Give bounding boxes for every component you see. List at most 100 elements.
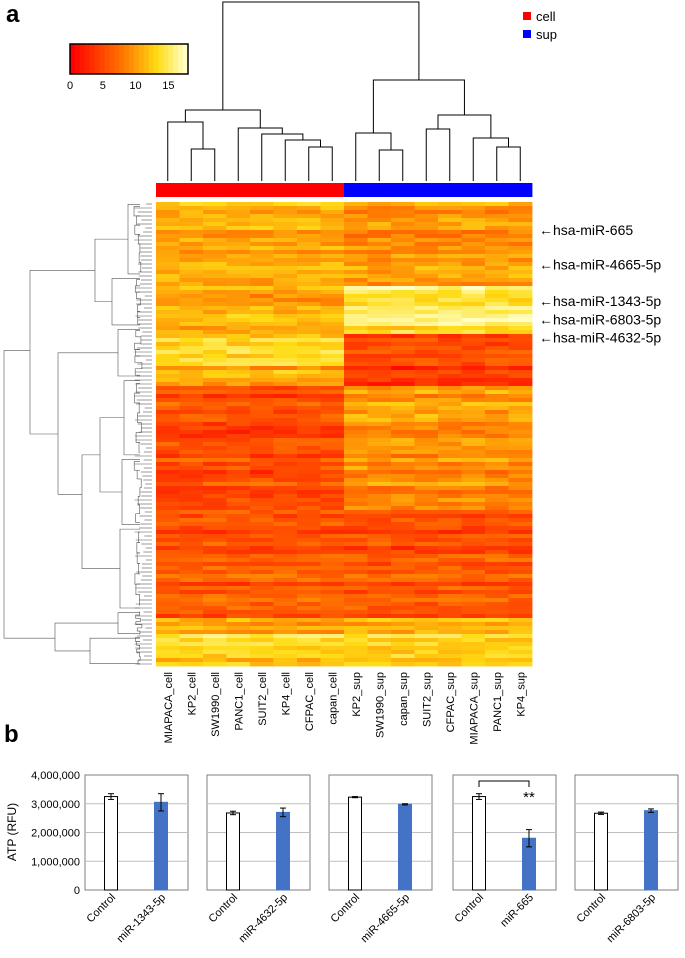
heatmap-cell <box>203 510 227 515</box>
colorbar-step <box>70 44 76 74</box>
heatmap-cell <box>273 458 298 463</box>
heatmap-cell <box>320 222 345 227</box>
heatmap-cell <box>226 642 251 647</box>
heatmap-cell <box>273 362 298 367</box>
heatmap-cell <box>344 566 368 571</box>
heatmap-cell <box>344 206 368 211</box>
heatmap-cell <box>367 418 392 423</box>
heatmap-cell <box>203 482 227 487</box>
heatmap-cell <box>273 582 298 587</box>
heatmap-cell <box>508 658 533 663</box>
heatmap-cell <box>438 618 462 623</box>
heatmap-cell <box>461 654 486 659</box>
heatmap-cell <box>438 286 462 291</box>
heatmap-cell <box>320 318 345 323</box>
heatmap-cell <box>250 314 274 319</box>
heatmap-cell <box>273 554 298 559</box>
heatmap-cell <box>344 634 368 639</box>
heatmap-cell <box>320 578 345 583</box>
heatmap-cell <box>320 658 345 663</box>
category-label: miR-4665-5p <box>359 892 412 945</box>
heatmap-cell <box>367 458 392 463</box>
heatmap-cell <box>156 226 180 231</box>
heatmap-cell <box>414 262 439 267</box>
heatmap-cell <box>508 562 533 567</box>
heatmap-cell <box>461 374 486 379</box>
heatmap-cell <box>203 550 227 555</box>
heatmap-cell <box>508 486 533 491</box>
heatmap-cell <box>508 230 533 235</box>
heatmap-cell <box>485 314 509 319</box>
heatmap-cell <box>438 470 462 475</box>
heatmap-cell <box>391 366 415 371</box>
heatmap-cell <box>320 298 345 303</box>
heatmap-cell <box>344 614 368 619</box>
heatmap-cell <box>438 338 462 343</box>
heatmap-cell <box>250 578 274 583</box>
heatmap-cell <box>156 618 180 623</box>
heatmap-cell <box>414 554 439 559</box>
heatmap-cell <box>179 266 204 271</box>
heatmap-cell <box>438 266 462 271</box>
heatmap-cell <box>414 582 439 587</box>
heatmap-cell <box>297 390 321 395</box>
heatmap-cell <box>250 238 274 243</box>
heatmap-cell <box>485 570 509 575</box>
heatmap-cell <box>156 614 180 619</box>
heatmap-cell <box>344 514 368 519</box>
heatmap-cell <box>508 622 533 627</box>
heatmap-cell <box>320 582 345 587</box>
heatmap-cell <box>179 342 204 347</box>
heatmap-cell <box>461 234 486 239</box>
heatmap-cell <box>203 306 227 311</box>
heatmap-cell <box>156 502 180 507</box>
heatmap-cell <box>320 386 345 391</box>
heatmap-cell <box>179 450 204 455</box>
heatmap-cell <box>179 526 204 531</box>
heatmap-cell <box>320 558 345 563</box>
heatmap-cell <box>179 522 204 527</box>
heatmap-cell <box>391 522 415 527</box>
heatmap-cell <box>203 314 227 319</box>
heatmap-cell <box>461 362 486 367</box>
heatmap-cell <box>367 498 392 503</box>
heatmap-cell <box>391 618 415 623</box>
heatmap-cell <box>250 290 274 295</box>
heatmap-cell <box>414 406 439 411</box>
heatmap-cell <box>391 250 415 255</box>
heatmap-cell <box>297 558 321 563</box>
heatmap-cell <box>297 286 321 291</box>
heatmap-cell <box>179 274 204 279</box>
heatmap-cell <box>273 470 298 475</box>
heatmap-cell <box>179 354 204 359</box>
heatmap-cell <box>156 622 180 627</box>
heatmap-cell <box>273 618 298 623</box>
heatmap-cell <box>485 322 509 327</box>
heatmap-cell <box>391 330 415 335</box>
dendro-link <box>372 79 465 133</box>
heatmap-cell <box>461 514 486 519</box>
heatmap-cell <box>320 326 345 331</box>
heatmap-cell <box>250 610 274 615</box>
heatmap-cell <box>414 586 439 591</box>
heatmap-cell <box>226 562 251 567</box>
heatmap-cell <box>508 302 533 307</box>
heatmap-cell <box>156 634 180 639</box>
heatmap-cell <box>508 518 533 523</box>
heatmap-cell <box>320 490 345 495</box>
heatmap-cell <box>297 542 321 547</box>
heatmap-cell <box>367 490 392 495</box>
heatmap-cell <box>414 378 439 383</box>
heatmap-cell <box>344 262 368 267</box>
heatmap-cell <box>344 482 368 487</box>
row-dendro-link <box>137 496 140 506</box>
heatmap-cell <box>273 598 298 603</box>
heatmap-cell <box>344 314 368 319</box>
row-dendro-link <box>136 291 140 299</box>
heatmap-cell <box>273 358 298 363</box>
heatmap-cell <box>508 418 533 423</box>
heatmap-cell <box>226 630 251 635</box>
heatmap-cell <box>226 438 251 443</box>
heatmap-cell <box>438 274 462 279</box>
heatmap-cell <box>297 450 321 455</box>
